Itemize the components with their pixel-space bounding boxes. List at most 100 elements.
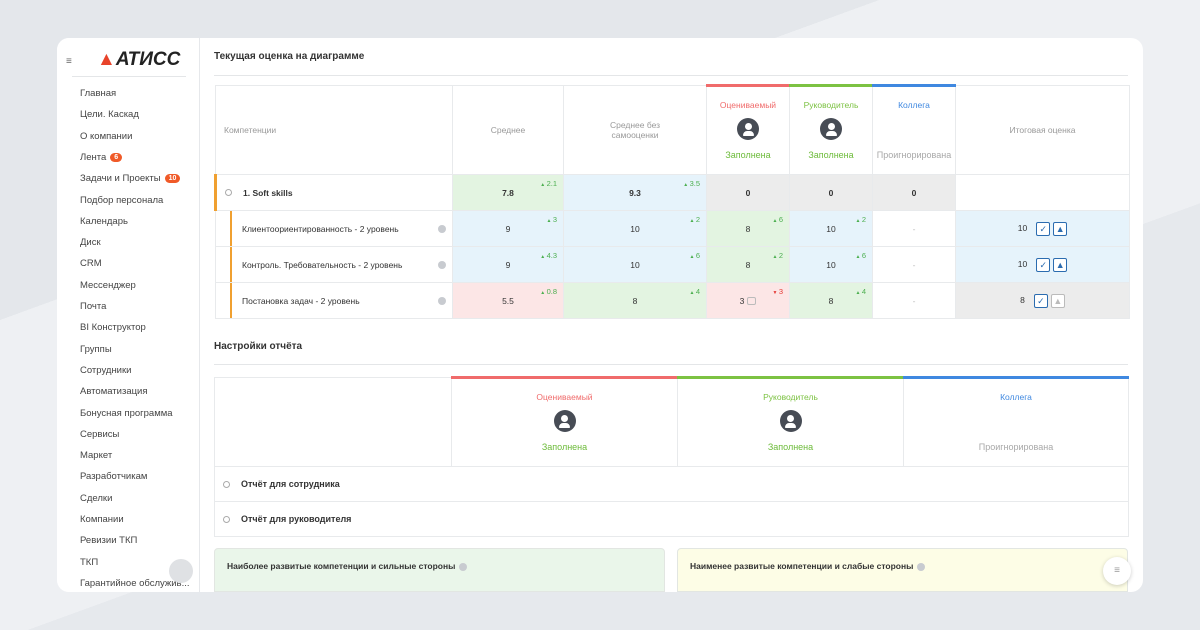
menu-item[interactable]: ТКП	[80, 557, 98, 568]
menu-item[interactable]: Бонусная программа	[80, 408, 173, 419]
menu-label: Лента	[80, 151, 107, 163]
score: 8	[745, 259, 751, 270]
rater-header: Коллега Проигнорирована	[872, 84, 956, 175]
menu-item[interactable]: Сервисы	[80, 429, 119, 440]
delta: 2	[772, 251, 783, 260]
menu-item[interactable]: Автоматизация	[80, 386, 148, 397]
score-cell: -	[872, 210, 956, 247]
competence-label: Контроль. Требовательность - 2 уровень	[242, 259, 403, 270]
approve-checkbox[interactable]: ✓	[1036, 257, 1051, 272]
expand-icon[interactable]	[223, 515, 230, 523]
info-icon[interactable]	[459, 562, 468, 571]
training-button[interactable]: ▲	[1053, 257, 1068, 272]
rater-name: Руководитель	[763, 392, 818, 402]
delta: 2	[855, 215, 866, 224]
score: 10	[826, 259, 836, 270]
menu-item[interactable]: О компании	[80, 131, 132, 142]
header-row: Оцениваемый Заполнена Руководитель Заполнен…	[214, 376, 1129, 467]
level-bar	[230, 211, 232, 246]
menu-item[interactable]: BI Конструктор	[80, 322, 146, 333]
menu-item[interactable]: Маркет	[80, 450, 112, 461]
delta: 6	[772, 215, 783, 224]
menu-item[interactable]: Сделки	[80, 493, 112, 504]
menu-label: Главная	[80, 88, 117, 99]
menu-label: Маркет	[80, 450, 113, 462]
header-cell: Среднее без самооценки	[563, 85, 707, 175]
menu-item[interactable]: Почта	[80, 301, 106, 312]
list-button[interactable]: ≡	[1103, 557, 1131, 585]
menu-item[interactable]: Цели. Каскад	[80, 109, 139, 120]
info-icon[interactable]	[438, 260, 446, 269]
score: 10	[630, 259, 640, 270]
rater-name: Руководитель	[803, 100, 859, 110]
menu-item[interactable]: Компании	[80, 514, 124, 525]
score: 8	[745, 223, 751, 234]
menu-item[interactable]: Мессенджер	[80, 280, 136, 291]
group-row: 1. Soft skills 7.8 2.1 9.3 3.5 0 0 0	[214, 174, 1130, 211]
menu-label: Подбор персонала	[80, 194, 164, 206]
competence-name: Контроль. Требовательность - 2 уровень	[215, 246, 453, 283]
info-icon[interactable]	[917, 562, 926, 571]
menu-label: Гарантийное обслужив...	[80, 577, 190, 589]
training-button[interactable]: ▲	[1053, 221, 1068, 236]
menu-item[interactable]: Главная	[80, 88, 116, 99]
header-cell: Среднее	[452, 85, 564, 175]
group-name: 1. Soft skills	[214, 174, 453, 211]
header-cell: Компетенции	[215, 85, 453, 175]
delta: 2.1	[540, 179, 557, 188]
expand-icon[interactable]	[223, 480, 230, 488]
menu-item[interactable]: Сотрудники	[80, 365, 131, 376]
menu-item[interactable]: Подбор персонала	[80, 195, 163, 206]
training-button[interactable]: ▲	[1050, 293, 1065, 308]
score: 10	[630, 223, 640, 234]
final-cell: 10 ✓ ▲	[955, 210, 1130, 247]
menu-item[interactable]: Разработчикам	[80, 471, 147, 482]
menu-item[interactable]: Группы	[80, 344, 112, 355]
comment-icon[interactable]	[747, 297, 757, 306]
scores-table: Компетенции Среднее Среднее без самооценки…	[214, 84, 1130, 319]
menu-item[interactable]: Ревизии ТКП	[80, 535, 137, 546]
menu-icon[interactable]: ≡	[66, 56, 72, 67]
info-icon[interactable]	[438, 224, 446, 233]
score: 8	[632, 295, 638, 306]
score-cell: 82	[706, 246, 790, 283]
menu-item[interactable]: Диск	[80, 237, 101, 248]
rater-name: Коллега	[898, 100, 930, 110]
score: 9.3	[629, 187, 641, 198]
final-cell: 10 ✓ ▲	[955, 246, 1130, 283]
scroll-top-button[interactable]	[169, 559, 193, 583]
expand-icon[interactable]	[225, 189, 232, 196]
score: 3	[739, 295, 745, 306]
info-icon[interactable]	[438, 296, 446, 305]
rater-header: Руководитель Заполнена	[677, 376, 904, 467]
report-cell: Отчёт для руководителя	[214, 501, 1129, 537]
menu-label: Сотрудники	[80, 364, 132, 376]
menu-label: Группы	[80, 343, 112, 355]
rater-bar	[706, 84, 790, 87]
score: 0	[745, 187, 751, 198]
menu-item[interactable]: Задачи и Проекты 10	[80, 173, 181, 185]
score-cell: 5.5 0.8	[452, 282, 564, 319]
rater-header: Руководитель Заполнена	[789, 84, 873, 175]
header-cell: Итоговая оценка	[955, 85, 1130, 175]
level-bar	[230, 283, 232, 318]
report-label[interactable]: Отчёт для руководителя	[241, 514, 352, 524]
rater-name: Оцениваемый	[719, 100, 777, 110]
approve-checkbox[interactable]: ✓	[1033, 293, 1048, 308]
delta: 2	[689, 215, 700, 224]
menu-label: Задачи и Проекты	[80, 173, 161, 185]
final-score: 10	[1017, 222, 1028, 233]
menu-item[interactable]: Гарантийное обслужив...	[80, 578, 190, 589]
menu-label: Разработчикам	[80, 471, 148, 483]
score-cell: 86	[706, 210, 790, 247]
approve-checkbox[interactable]: ✓	[1036, 221, 1051, 236]
menu-item[interactable]: CRM	[80, 258, 102, 269]
score: -	[912, 295, 916, 306]
logo[interactable]: ▲АТИСС	[97, 49, 181, 70]
menu-item[interactable]: Календарь	[80, 216, 128, 227]
competence-row: Клиентоориентированность - 2 уровень9310…	[215, 210, 1130, 247]
rater-name: Коллега	[1000, 392, 1032, 402]
menu-item[interactable]: Лента 6	[80, 151, 123, 163]
report-label[interactable]: Отчёт для сотрудника	[241, 479, 340, 489]
